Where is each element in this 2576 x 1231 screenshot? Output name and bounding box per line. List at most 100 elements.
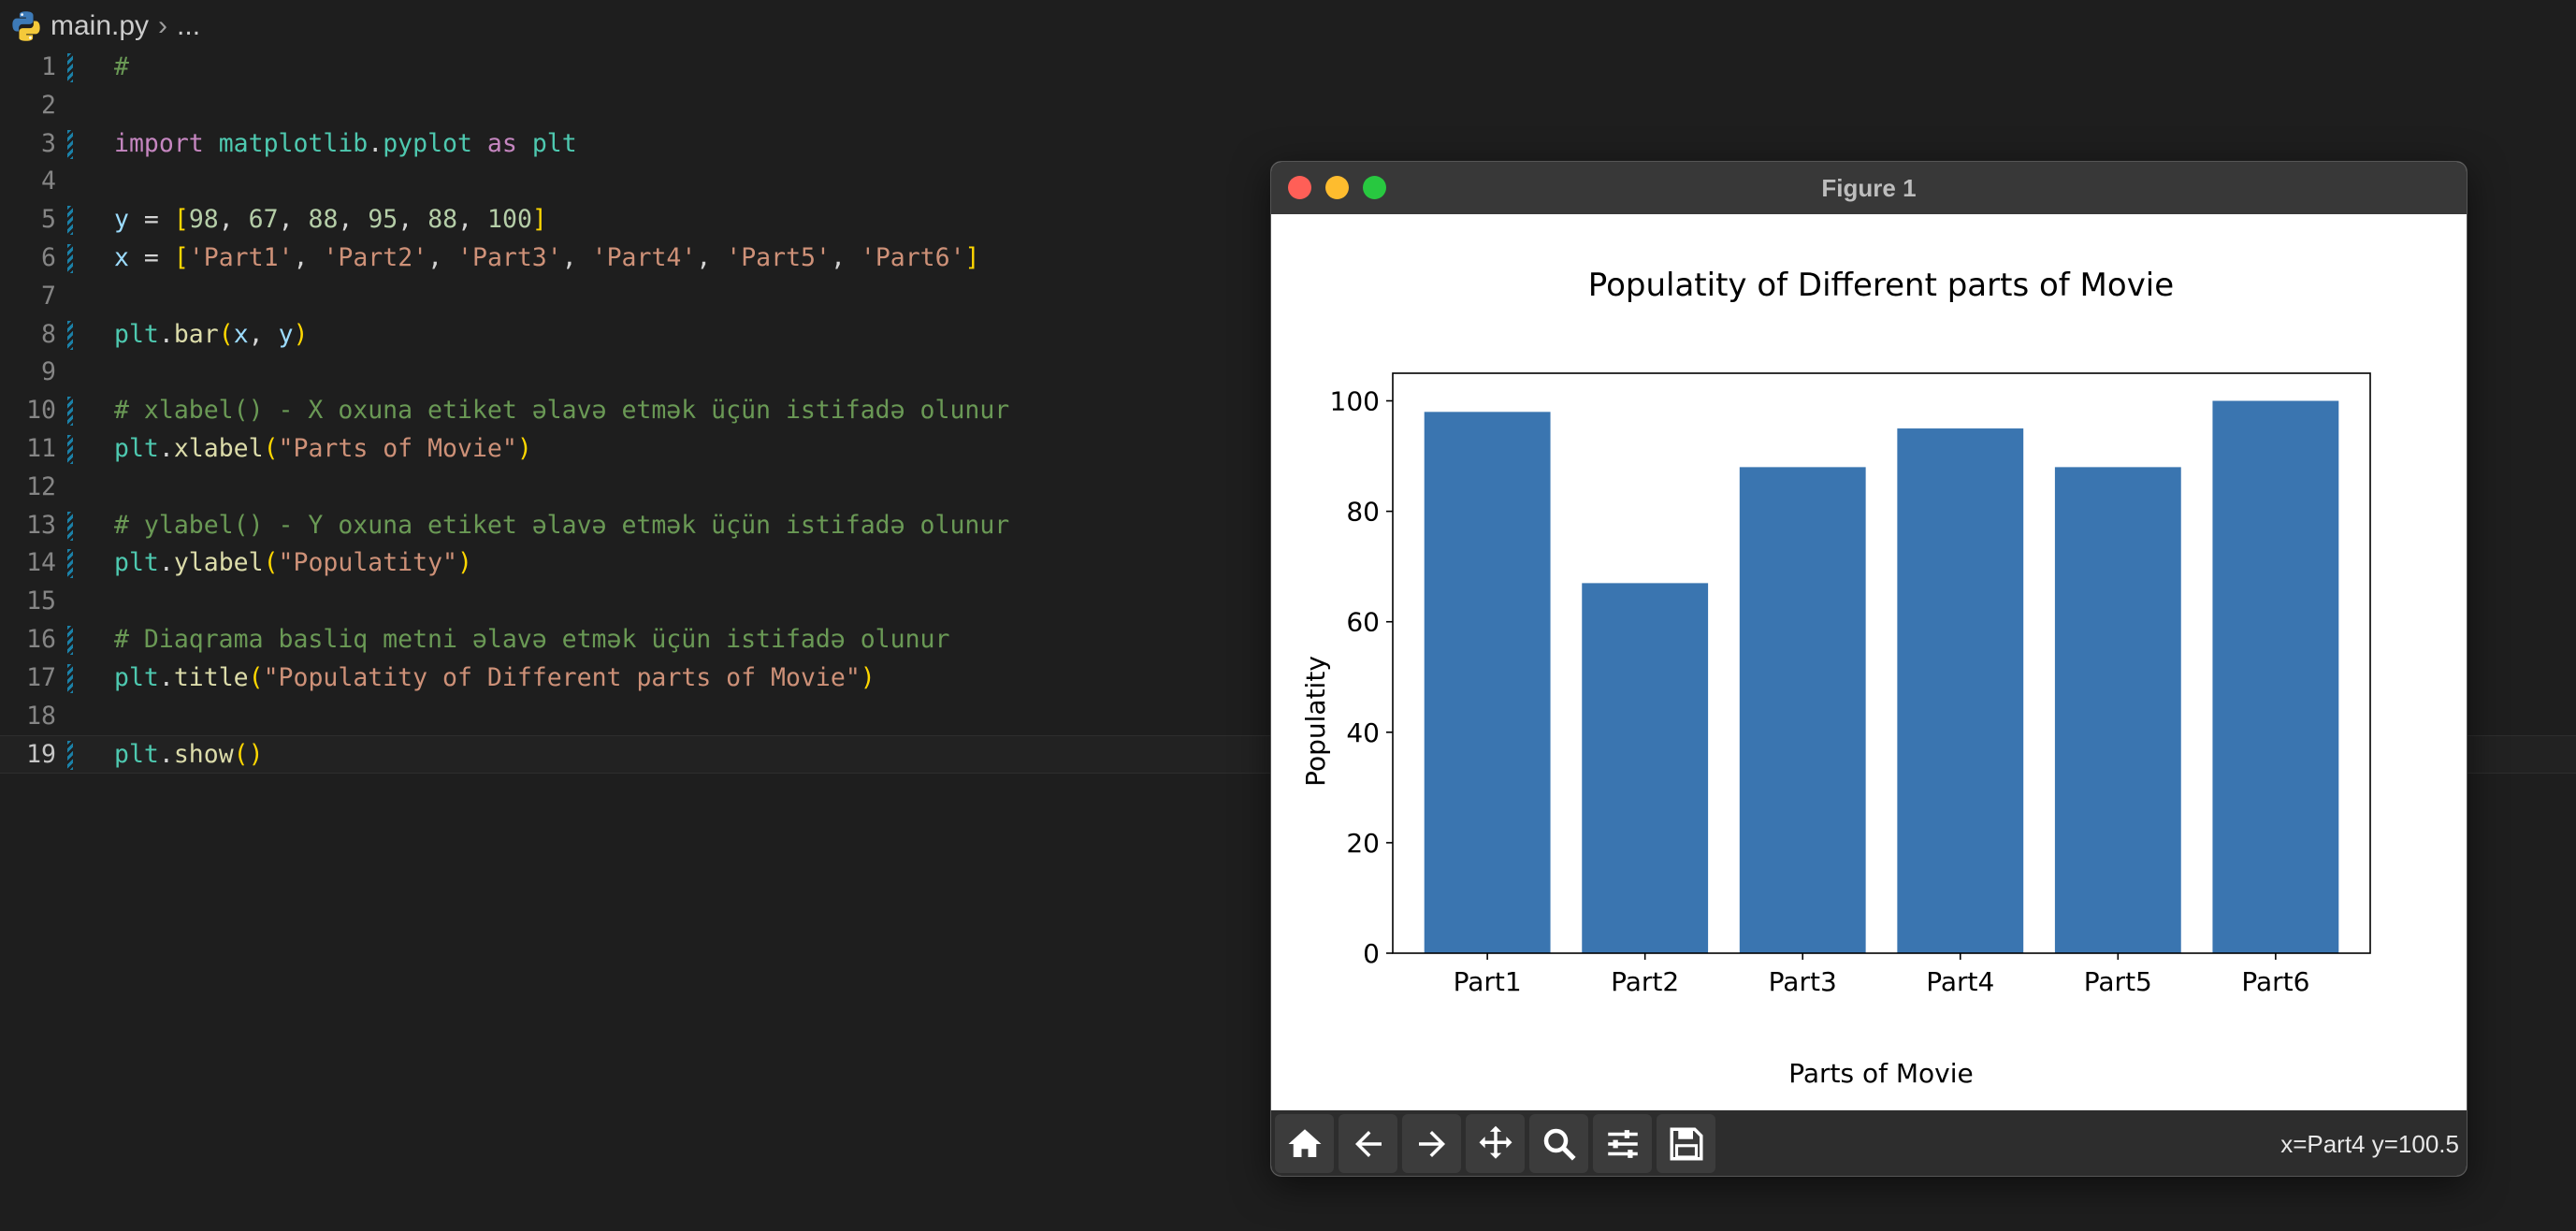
code-text[interactable]: import matplotlib.pyplot as plt <box>114 125 577 164</box>
breadcrumb-file[interactable]: main.py <box>51 10 150 41</box>
back-button[interactable] <box>1339 1114 1397 1173</box>
git-modified-indicator[interactable] <box>67 741 73 771</box>
git-modified-indicator[interactable] <box>67 625 73 655</box>
code-token: "Parts of Movie" <box>278 433 517 463</box>
bar-chart: Populatity of Different parts of Movie P… <box>1300 267 2371 1089</box>
line-number: 6 <box>41 242 56 272</box>
code-token: , <box>696 242 727 272</box>
code-line-5[interactable]: 5 y = [98, 67, 88, 95, 88, 100] <box>0 201 2576 239</box>
code-token: 'Part1' <box>188 242 294 272</box>
code-token: plt <box>114 319 159 349</box>
code-token: 'Part4' <box>591 242 697 272</box>
configure-subplots-icon <box>1607 1129 1638 1158</box>
figure-canvas[interactable]: Populatity of Different parts of Movie P… <box>1271 214 2467 1110</box>
code-text[interactable]: y = [98, 67, 88, 95, 88, 100] <box>114 201 547 239</box>
code-token: import <box>114 128 204 158</box>
code-token: ] <box>964 242 980 272</box>
code-token: 'Part3' <box>457 242 562 272</box>
code-token: plt <box>114 548 159 578</box>
save-figure-button[interactable] <box>1657 1114 1715 1173</box>
code-text[interactable]: plt.show() <box>114 736 264 775</box>
code-token: 88 <box>427 205 458 235</box>
zoom-icon <box>1543 1128 1576 1161</box>
code-line-15[interactable]: 15 <box>0 583 2576 621</box>
breadcrumb-rest[interactable]: ... <box>177 10 201 41</box>
code-line-2[interactable]: 2 <box>0 87 2576 125</box>
code-token: ( <box>248 662 264 692</box>
figure-window[interactable]: Figure 1 Populatity of Different parts o… <box>1270 161 2467 1177</box>
code-line-10[interactable]: 10 # xlabel() - X oxuna etiket əlavə etmə… <box>0 392 2576 430</box>
git-modified-indicator[interactable] <box>67 320 73 350</box>
maximize-window-button[interactable] <box>1363 176 1386 199</box>
code-token: 'Part5' <box>726 242 831 272</box>
bar-part4 <box>1897 428 2024 953</box>
code-line-17[interactable]: 17 plt.title("Populatity of Different par… <box>0 659 2576 698</box>
code-token: ) <box>516 433 532 463</box>
code-line-13[interactable]: 13 # ylabel() - Y oxuna etiket əlavə etmə… <box>0 507 2576 545</box>
code-token: 95 <box>368 205 398 235</box>
line-number: 17 <box>26 662 56 692</box>
line-number: 2 <box>41 90 56 120</box>
code-token: x <box>233 319 249 349</box>
code-line-14[interactable]: 14 plt.ylabel("Populatity") <box>0 544 2576 583</box>
git-modified-indicator[interactable] <box>67 206 73 236</box>
git-modified-indicator[interactable] <box>67 663 73 693</box>
line-number: 7 <box>41 281 56 311</box>
y-tick-label: 80 <box>1346 497 1380 528</box>
code-line-18[interactable]: 18 <box>0 698 2576 736</box>
git-modified-indicator[interactable] <box>67 397 73 427</box>
code-token <box>204 129 219 158</box>
code-token: . <box>158 319 174 349</box>
git-modified-indicator[interactable] <box>67 549 73 579</box>
save-icon <box>1670 1127 1702 1160</box>
code-text[interactable]: # Diaqrama basliq metni əlavə etmək üçün… <box>114 621 949 659</box>
code-line-12[interactable]: 12 <box>0 469 2576 507</box>
code-token <box>517 129 532 158</box>
git-modified-indicator[interactable] <box>67 243 73 273</box>
code-token: 'Part2' <box>323 242 428 272</box>
code-line-3[interactable]: 3 import matplotlib.pyplot as plt <box>0 125 2576 164</box>
code-text[interactable]: # <box>114 49 129 87</box>
code-text[interactable]: plt.title("Populatity of Different parts… <box>114 659 876 698</box>
code-token: ( <box>263 433 279 463</box>
code-token: # xlabel() - X oxuna etiket əlavə etmək … <box>114 396 1010 426</box>
code-line-9[interactable]: 9 <box>0 354 2576 392</box>
code-text[interactable]: plt.xlabel("Parts of Movie") <box>114 430 532 469</box>
code-token: . <box>158 740 174 770</box>
home-button[interactable] <box>1275 1114 1334 1173</box>
code-line-6[interactable]: 6 x = ['Part1', 'Part2', 'Part3', 'Part4'… <box>0 239 2576 278</box>
figure-titlebar[interactable]: Figure 1 <box>1271 162 2467 215</box>
git-modified-indicator[interactable] <box>67 511 73 541</box>
x-tick-label: Part4 <box>1926 966 1994 997</box>
minimize-window-button[interactable] <box>1325 176 1349 199</box>
forward-button[interactable] <box>1402 1114 1461 1173</box>
code-token: = <box>128 242 174 272</box>
breadcrumb[interactable]: main.py › ... <box>9 7 200 45</box>
git-modified-indicator[interactable] <box>67 129 73 159</box>
code-line-8[interactable]: 8 plt.bar(x, y) <box>0 316 2576 355</box>
chart-title: Populatity of Different parts of Movie <box>1588 267 2174 304</box>
code-token: title <box>173 662 249 692</box>
code-token: # <box>114 52 129 81</box>
zoom-button[interactable] <box>1529 1114 1588 1173</box>
code-line-7[interactable]: 7 <box>0 278 2576 316</box>
code-text[interactable]: plt.bar(x, y) <box>114 316 309 355</box>
configure-subplots-button[interactable] <box>1593 1114 1652 1173</box>
forward-arrow-icon <box>1418 1130 1445 1157</box>
code-text[interactable]: # xlabel() - X oxuna etiket əlavə etmək … <box>114 392 1009 430</box>
code-line-1[interactable]: 1 # <box>0 49 2576 87</box>
code-text[interactable]: plt.ylabel("Populatity") <box>114 544 472 583</box>
code-token: # Diaqrama basliq metni əlavə etmək üçün… <box>114 624 950 654</box>
code-line-4[interactable]: 4 <box>0 163 2576 201</box>
git-modified-indicator[interactable] <box>67 434 73 464</box>
code-line-16[interactable]: 16 # Diaqrama basliq metni əlavə etmək üç… <box>0 621 2576 659</box>
code-text[interactable]: x = ['Part1', 'Part2', 'Part3', 'Part4',… <box>114 239 980 278</box>
code-text[interactable]: # ylabel() - Y oxuna etiket əlavə etmək … <box>114 507 1009 545</box>
code-token: , <box>561 242 592 272</box>
home-icon <box>1288 1128 1321 1157</box>
code-line-11[interactable]: 11 plt.xlabel("Parts of Movie") <box>0 430 2576 469</box>
git-modified-indicator[interactable] <box>67 53 73 82</box>
pan-button[interactable] <box>1466 1114 1525 1173</box>
close-window-button[interactable] <box>1288 176 1311 199</box>
code-token <box>472 129 487 158</box>
